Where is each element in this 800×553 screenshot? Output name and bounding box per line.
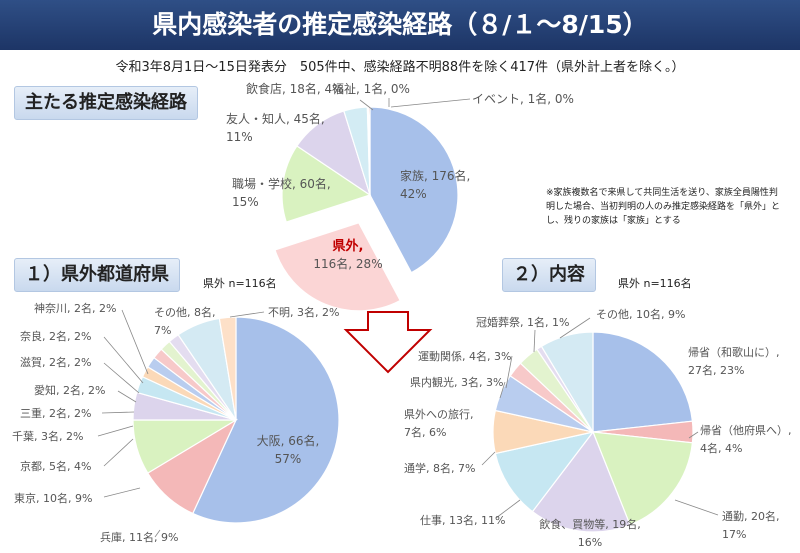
pie-slice-1-1 [369, 106, 459, 274]
section-main-title: 主たる推定感染経路 [14, 86, 198, 120]
leader-line-2-6 [117, 390, 137, 403]
slice-label-3-7: 県外への旅行, [404, 407, 474, 421]
slice-label-2-6: 三重, 2名, 2% [20, 406, 91, 420]
slice-label-1-7: イベント, 1名, 0% [472, 91, 574, 106]
pie-slice-3-5 [494, 431, 595, 513]
slice-label2-1-4: 11% [226, 130, 253, 144]
leader-line-2-3 [103, 438, 134, 467]
pie-slice-3-3 [592, 431, 694, 526]
leader-line-2-11 [229, 311, 265, 318]
slice-label-2-7: 愛知, 2名, 2% [34, 383, 105, 397]
page-title: 県内感染者の推定感染経路（８/１～8/15） [0, 0, 800, 50]
slice-label2-3-7: 7名, 6% [404, 425, 446, 439]
leader-line-3-1 [688, 431, 699, 439]
slice-label-2-4: 京都, 5名, 4% [20, 459, 91, 473]
down-arrow-icon [343, 311, 433, 374]
leader-line-2-7 [103, 362, 140, 394]
slice-label-2-8: 滋賀, 2名, 2% [20, 355, 91, 369]
leader-line-1-6 [390, 98, 471, 108]
slice-label-3-3: 通勤, 20名, [722, 509, 780, 523]
leader-line-3-10 [559, 317, 591, 339]
leader-line-3-9 [533, 329, 536, 353]
leader-line-3-8 [505, 355, 513, 389]
section-content-title: ２）内容 [502, 258, 596, 292]
section-pref-title: １）県外都道府県 [14, 258, 180, 292]
slice-label-2-3: 東京, 10名, 9% [14, 491, 92, 505]
slice-label-3-1: 帰省（和歌山に）, [688, 345, 780, 359]
slice-label-1-5: 飲食店, 18名, 4% [246, 81, 344, 96]
subtitle: 令和3年8月1日～15日発表分 505件中、感染経路不明88件を除く417件（県… [115, 60, 685, 75]
pie-slice-2-12 [218, 316, 237, 421]
slice-label-3-2: 帰省（他府県へ）, [700, 423, 792, 437]
leader-line-3-7 [499, 381, 506, 399]
slice-label2-2-1: 57% [275, 452, 302, 466]
leader-line-3-2 [674, 499, 719, 516]
leader-line-2-9 [121, 309, 149, 375]
slice-label-1-2: 県外, [333, 238, 364, 254]
slice-label-3-8: 県内観光, 3名, 3% [410, 375, 503, 389]
slice-label-3-5: 仕事, 13名, 11% [420, 513, 505, 527]
slice-label-3-9: 運動関係, 4名, 3% [418, 349, 511, 363]
pie-slice-1-3 [281, 145, 372, 223]
leader-line-3-5 [481, 451, 496, 466]
slice-label-3-6: 通学, 8名, 7% [404, 461, 475, 475]
slice-label2-3-4: 16% [578, 536, 602, 549]
pie-slice-1-2 [274, 222, 401, 312]
slice-label-3-4: 飲食、買物等, 19名, [539, 517, 641, 531]
slice-label2-1-3: 15% [232, 195, 259, 209]
slice-label-3-11: その他, 10名, 9% [596, 307, 685, 321]
slice-label2-3-1: 27名, 23% [688, 363, 744, 377]
leader-line-3-4 [495, 499, 521, 519]
pie-chart-1: 家族, 176名, 42% 県外, 116名, 28% 職場・学校, 60名, 15% 友人… [226, 81, 574, 312]
slice-label-2-2: 兵庫, 11名, 9% [100, 530, 178, 544]
slice-label-2-5: 千葉, 3名, 2% [12, 429, 83, 443]
slice-label-1-1: 家族, 176名, [400, 168, 470, 183]
slice-label-2-12: 不明, 3名, 2% [268, 305, 339, 319]
pie-chart-3: 帰省（和歌山に）, 27名, 23% 帰省（他府県へ）, 4名, 4% 通勤, 20名,… [404, 307, 792, 549]
slice-label-3-10: 冠婚葬祭, 1名, 1% [476, 315, 569, 329]
note-text: ※家族複数名で来県して共同生活を送り、家族全員陽性判明した場合、当初判明の人のみ… [546, 188, 781, 226]
slice-label2-1-1: 42% [400, 187, 427, 201]
slice-label2-3-3: 17% [722, 528, 746, 541]
pie-slice-3-4 [531, 430, 631, 533]
leader-line-2-5 [101, 411, 135, 414]
slice-label-2-9: 奈良, 2名, 2% [20, 329, 91, 343]
slice-label-2-11: その他, 8名, [154, 305, 216, 319]
slice-label-2-1: 大阪, 66名, [257, 433, 320, 448]
pie-slice-2-1 [191, 316, 340, 524]
leader-line-2-8 [103, 336, 144, 384]
pie-slice-3-11 [540, 331, 594, 435]
leader-line-2-1 [154, 529, 161, 538]
leader-line-1-4 [359, 99, 374, 111]
slice-label-1-4: 友人・知人, 45名, [226, 111, 325, 126]
content-n-label: 県外 n=116名 [618, 277, 692, 290]
slice-label2-3-2: 4名, 4% [700, 441, 742, 455]
pie-chart-2: 大阪, 66名, 57% 兵庫, 11名, 9% 東京, 10名, 9% 京都, 5名,… [12, 301, 340, 544]
slice-label-1-3: 職場・学校, 60名, [232, 176, 331, 191]
leader-line-2-4 [97, 425, 134, 437]
pie-slice-3-1 [592, 331, 694, 433]
slice-label-1-6: 福祉, 1名, 0% [332, 81, 410, 96]
slice-label-2-10: 神奈川, 2名, 2% [34, 301, 116, 315]
slice-label2-2-11: 7% [154, 324, 171, 337]
leader-line-2-2 [103, 487, 141, 498]
slice-label2-1-2: 116名, 28% [313, 256, 382, 271]
pref-n-label: 県外 n=116名 [203, 277, 277, 290]
